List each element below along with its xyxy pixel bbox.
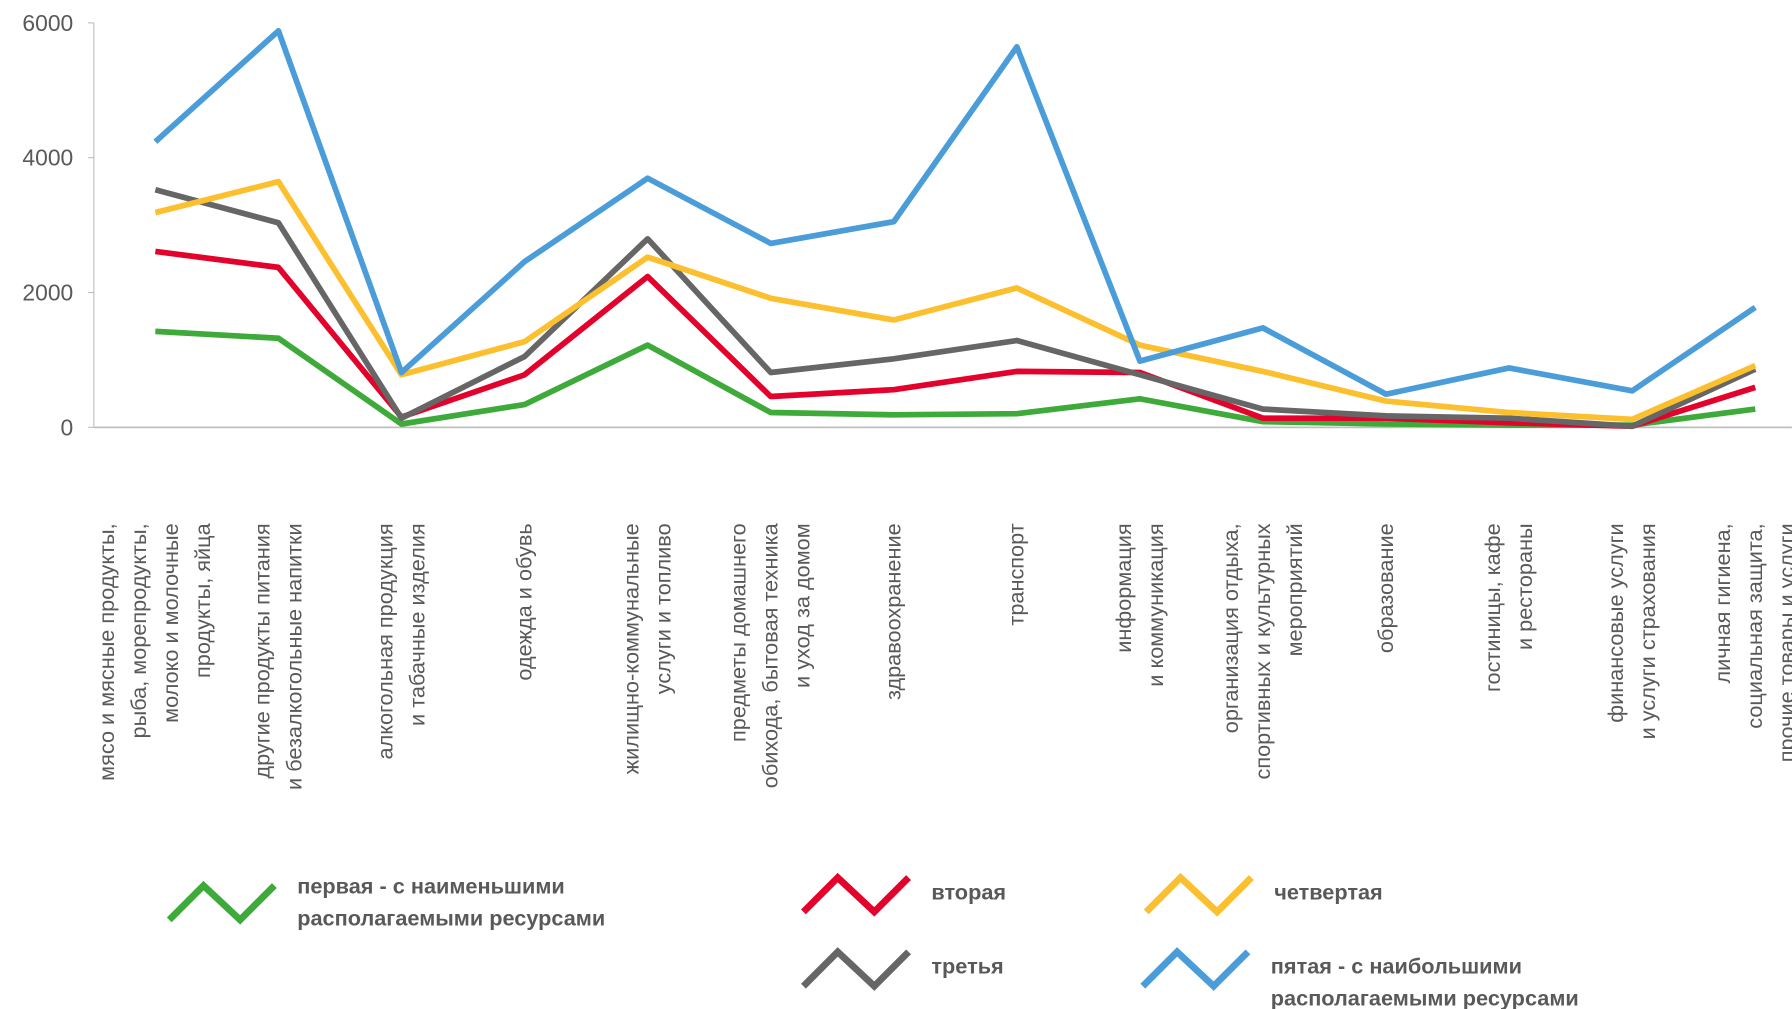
chart: 0 2000 4000 6000 мясо и мясные продукты,рыба… xyxy=(0,0,1792,1009)
x-tick-label: организация отдыха,спортивных и культурн… xyxy=(1218,523,1307,779)
x-tick-label: образование xyxy=(1373,523,1398,653)
x-tick-label: личная гигиена,социальная защита,прочие … xyxy=(1710,523,1792,762)
x-tick-label: мясо и мясные продукты,рыба, морепродукт… xyxy=(94,522,215,780)
legend-label: четвертая xyxy=(1274,879,1382,904)
legend-label: вторая xyxy=(931,879,1006,904)
line-series xyxy=(155,190,1755,427)
y-tick-label: 4000 xyxy=(22,145,73,171)
legend-icon xyxy=(1143,952,1248,986)
y-tick-label: 0 xyxy=(61,414,74,440)
y-tick-label: 6000 xyxy=(22,10,73,36)
x-tick-label: транспорт xyxy=(1004,523,1029,625)
line-series xyxy=(155,31,1755,394)
line-series xyxy=(155,251,1755,426)
x-tick-label: здравоохранение xyxy=(881,523,906,700)
legend-icon xyxy=(803,952,908,986)
legend-icon xyxy=(1146,878,1251,912)
x-tick-label: одежда и обувь xyxy=(511,523,536,680)
legend-icon xyxy=(169,886,274,920)
legend-label: третья xyxy=(931,954,1003,979)
legend-icon xyxy=(803,878,908,912)
y-tick-label: 2000 xyxy=(22,280,73,306)
line-series xyxy=(155,182,1755,420)
